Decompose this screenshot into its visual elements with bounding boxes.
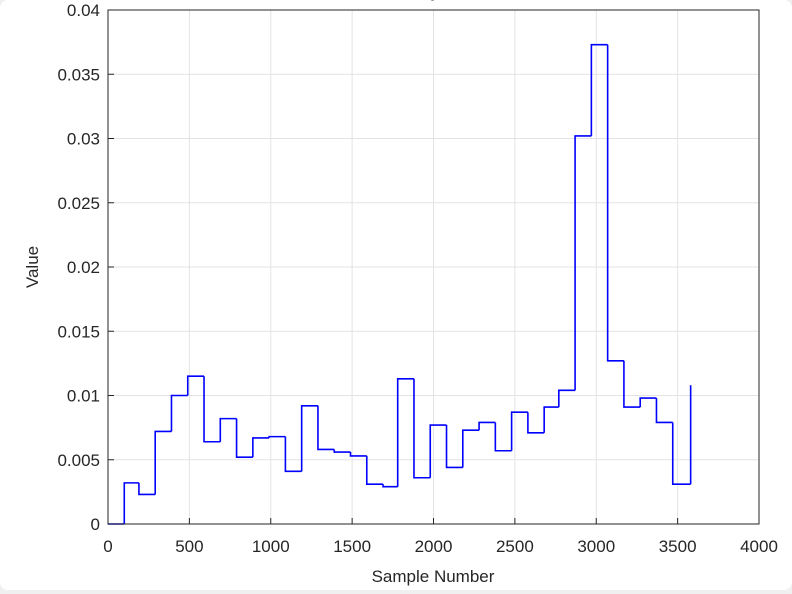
y-tick-label: 0.04 <box>67 1 100 20</box>
stair-step <box>268 435 286 438</box>
y-tick-label: 0.03 <box>67 130 100 149</box>
stair-step <box>639 397 657 408</box>
stair-step <box>623 360 641 408</box>
stair-step <box>235 418 253 458</box>
stair-step <box>317 405 335 451</box>
x-tick-label: 2500 <box>496 537 534 556</box>
stair-step <box>606 44 624 362</box>
stair-step <box>461 429 480 468</box>
grid: 0 500 1000 1500 2000 2500 3000 3500 4000 0 0.005 0.… <box>57 1 777 556</box>
y-tick-label: 0.01 <box>67 387 100 406</box>
stair-step <box>396 377 414 487</box>
stair-step <box>590 43 608 136</box>
y-tick-label: 0.005 <box>57 451 100 470</box>
stair-step <box>186 375 205 396</box>
stair-step <box>219 417 237 442</box>
stair-step <box>494 422 512 452</box>
stair-step <box>510 411 528 451</box>
y-axis-label: Value <box>23 246 42 288</box>
y-tick-label: 0 <box>91 515 100 534</box>
y-tick-label: 0.015 <box>57 322 100 341</box>
stair-step <box>445 425 463 469</box>
x-tick-label: 4000 <box>740 537 778 556</box>
stair-step <box>413 378 431 479</box>
stair-step <box>671 422 691 485</box>
stair-step <box>429 424 447 478</box>
stair-step <box>252 437 270 458</box>
stair-step <box>527 412 545 434</box>
stair-step <box>478 421 496 431</box>
x-tick-label: 3500 <box>659 537 697 556</box>
stair-step <box>543 406 559 433</box>
x-tick-label: 1500 <box>333 537 371 556</box>
stair-step <box>154 430 172 495</box>
stair-step <box>365 455 384 485</box>
y-tick-label: 0.02 <box>67 258 100 277</box>
chart-title: Graph 6 <box>401 0 465 1</box>
stair-step <box>284 436 302 473</box>
x-tick-label: 1000 <box>252 537 290 556</box>
x-tick-label: 0 <box>103 537 112 556</box>
stair-step <box>382 484 398 488</box>
stair-step <box>123 482 139 524</box>
axes-box <box>107 9 760 525</box>
stair-step <box>558 389 576 408</box>
stair-step <box>170 394 188 432</box>
stair-step <box>333 449 351 453</box>
stair-step <box>349 452 367 457</box>
stair-step <box>300 404 318 472</box>
plot-area <box>107 9 760 525</box>
stair-step <box>138 482 156 496</box>
stair-step <box>203 376 221 443</box>
x-axis-label: Sample Number <box>372 567 495 586</box>
x-tick-label: 500 <box>175 537 203 556</box>
stair-step <box>655 398 673 424</box>
stair-step <box>574 135 592 391</box>
y-tick-label: 0.035 <box>57 65 100 84</box>
y-tick-label: 0.025 <box>57 194 100 213</box>
x-tick-label: 2000 <box>415 537 453 556</box>
x-tick-label: 3000 <box>577 537 615 556</box>
